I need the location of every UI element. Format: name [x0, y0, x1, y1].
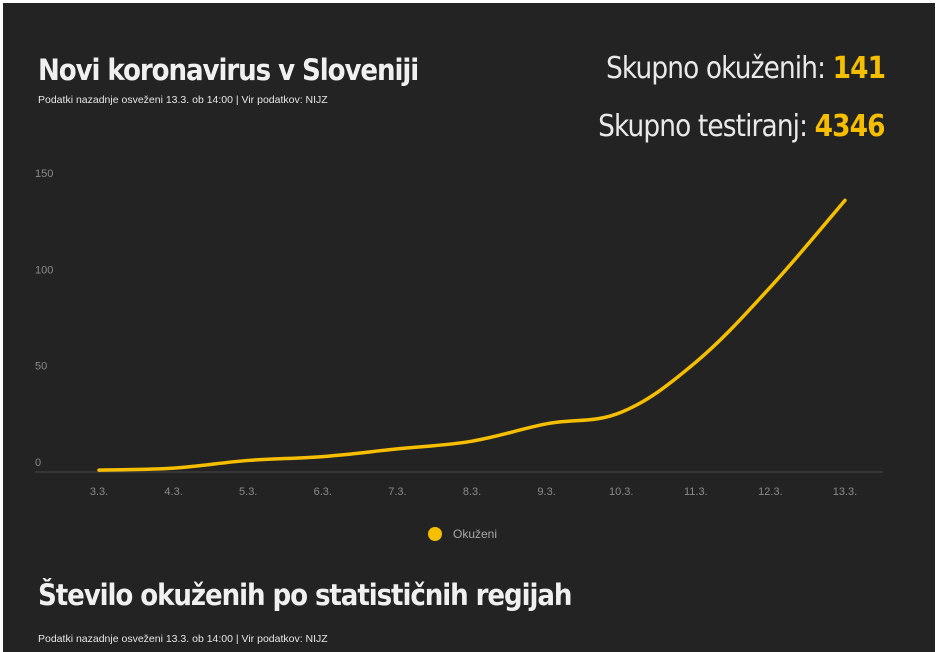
- y-tick-label: 100: [35, 264, 53, 276]
- total-infected-stat: Skupno okuženih: 141: [605, 51, 886, 86]
- x-tick-label: 4.3.: [164, 486, 182, 498]
- section-subtitle: Podatki nazadnje osveženi 13.3. ob 14:00…: [38, 633, 328, 645]
- y-tick-label: 0: [35, 457, 41, 469]
- page-subtitle: Podatki nazadnje osveženi 13.3. ob 14:00…: [38, 94, 328, 106]
- total-tested-stat: Skupno testiranj: 4346: [598, 109, 885, 144]
- infections-line-chart: 0 50 100 150 3.3. 4.3. 5.3. 6.3. 7.3. 8.3. 9.3. 10…: [35, 168, 883, 541]
- y-tick-label: 150: [35, 168, 53, 180]
- x-tick-label: 7.3.: [388, 486, 406, 498]
- x-tick-label: 8.3.: [463, 486, 481, 498]
- total-tested-label: Skupno testiranj:: [598, 109, 816, 144]
- legend-marker-okuzeni: [428, 527, 442, 541]
- total-tested-value: 4346: [815, 109, 886, 144]
- dashboard-panel: Novi koronavirus v Sloveniji Podatki naz…: [3, 3, 935, 652]
- series-line-okuzeni: [97, 198, 847, 472]
- x-tick-label: 9.3.: [537, 486, 555, 498]
- total-infected-value: 141: [832, 51, 886, 86]
- x-axis-ticks: 3.3. 4.3. 5.3. 6.3. 7.3. 8.3. 9.3. 10.3. 11.3. 12…: [90, 486, 857, 498]
- section-title: Število okuženih po statističnih regijah: [38, 578, 572, 612]
- x-tick-label: 10.3.: [609, 486, 633, 498]
- x-tick-label: 6.3.: [314, 486, 332, 498]
- legend-label-okuzeni: Okuženi: [453, 527, 497, 541]
- x-tick-label: 5.3.: [239, 486, 257, 498]
- chart-legend[interactable]: Okuženi: [428, 527, 497, 541]
- x-tick-label: 3.3.: [90, 486, 108, 498]
- x-tick-label: 12.3.: [758, 486, 782, 498]
- page-title: Novi koronavirus v Sloveniji: [38, 53, 419, 87]
- y-axis-ticks: 0 50 100 150: [35, 168, 53, 469]
- x-tick-label: 13.3.: [833, 486, 857, 498]
- total-infected-label: Skupno okuženih:: [605, 51, 833, 86]
- y-tick-label: 50: [35, 361, 47, 373]
- x-tick-label: 11.3.: [684, 486, 708, 498]
